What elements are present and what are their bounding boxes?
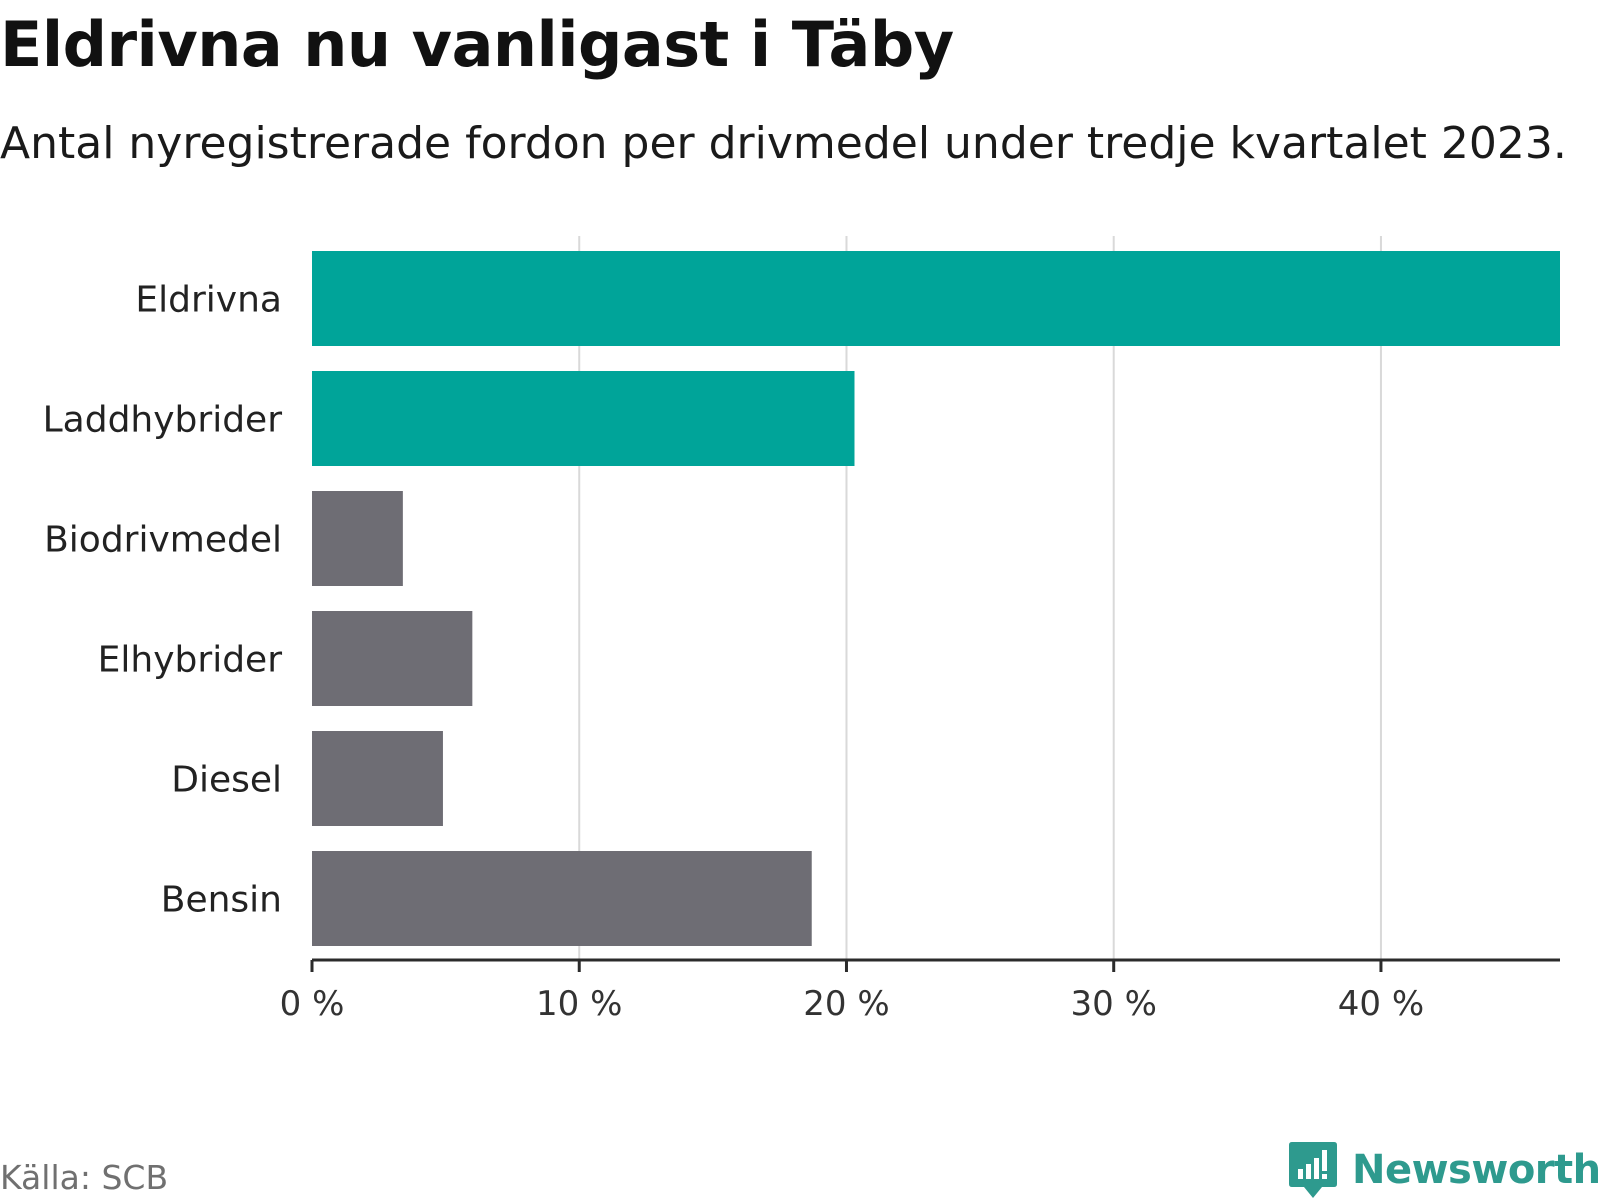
gridlines (578, 236, 1382, 960)
category-label: Eldrivna (135, 280, 282, 321)
category-label: Bensin (161, 880, 282, 921)
bar-eldrivna (312, 251, 1560, 346)
bars (312, 251, 1560, 946)
newsworthy-logo-icon (1289, 1142, 1337, 1198)
category-label: Elhybrider (98, 640, 283, 681)
x-tick-label: 20 % (803, 984, 889, 1024)
category-label: Diesel (171, 760, 282, 801)
bar-diesel (312, 731, 443, 826)
source-note: Källa: SCB (0, 1158, 169, 1197)
x-tick-label: 30 % (1071, 984, 1157, 1024)
bar-laddhybrider (312, 371, 855, 466)
category-labels: Eldrivna Laddhybrider Biodrivmedel Elhybrid… (43, 280, 283, 921)
bar-elhybrider (312, 611, 473, 706)
brand-logo: Newsworthy (1288, 1140, 1600, 1200)
category-label: Laddhybrider (43, 400, 283, 441)
chart-subtitle: Antal nyregistrerade fordon per drivmede… (0, 118, 1567, 169)
bar-chart: Eldrivna Laddhybrider Biodrivmedel Elhybrid… (43, 236, 1560, 1024)
x-tick-label: 40 % (1338, 984, 1424, 1024)
category-label: Biodrivmedel (44, 520, 282, 561)
x-axis: 0 % 10 % 20 % 30 % 40 % (280, 958, 1560, 1024)
brand-name: Newsworthy (1352, 1147, 1600, 1193)
bar-bensin (312, 851, 812, 946)
bar-biodrivmedel (312, 491, 403, 586)
x-tick-label: 10 % (536, 984, 622, 1024)
x-tick-label: 0 % (280, 984, 345, 1024)
chart-title: Eldrivna nu vanligast i Täby (0, 8, 954, 81)
